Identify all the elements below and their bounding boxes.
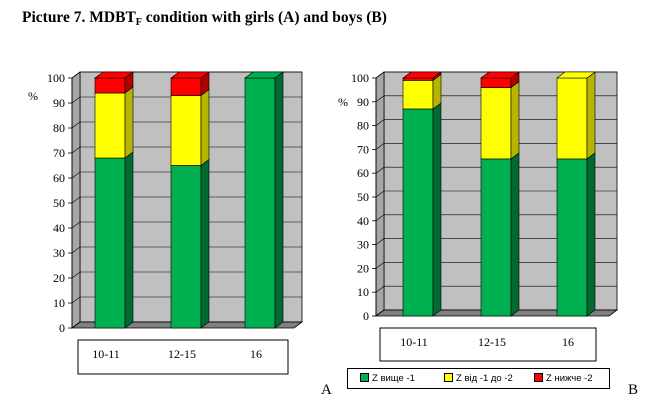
bar-10-11-2 bbox=[402, 77, 434, 81]
bar-side-12-15-1 bbox=[510, 80, 520, 160]
gridline bbox=[71, 246, 302, 254]
gridline bbox=[71, 196, 302, 204]
y-tick-label: 80 bbox=[53, 121, 65, 135]
legend-item-between: Z від -1 до -2 bbox=[444, 373, 513, 384]
bar-16-0 bbox=[244, 77, 276, 329]
bar-top-12-15 bbox=[170, 71, 210, 79]
gridline bbox=[375, 285, 617, 293]
y-tick-label: 70 bbox=[53, 146, 65, 160]
gridline bbox=[375, 71, 617, 79]
y-axis-label: % bbox=[338, 95, 348, 109]
y-tick-label: 90 bbox=[357, 95, 369, 109]
gridline bbox=[375, 214, 617, 222]
chart-panel-a: 0 10 20 30 40 50 60 70 80 90 100% 10-11 12-15 16 bbox=[28, 71, 304, 375]
x-tick-label: 12-15 bbox=[478, 335, 506, 349]
bar-16-0 bbox=[556, 158, 588, 317]
bar-side-10-11-0 bbox=[124, 151, 134, 329]
bar-side-10-11-1 bbox=[124, 86, 134, 159]
gridline bbox=[375, 119, 617, 126]
bar-top-16 bbox=[244, 71, 284, 79]
bar-12-15-1 bbox=[480, 87, 512, 160]
gridline bbox=[71, 171, 302, 179]
legend-item-above: Z вище -1 bbox=[360, 373, 415, 384]
x-tick-label: 16 bbox=[250, 347, 262, 361]
gridline bbox=[375, 309, 617, 317]
bar-top-16 bbox=[556, 71, 596, 79]
y-tick-label: 0 bbox=[363, 309, 369, 323]
bar-side-12-15-0 bbox=[510, 152, 520, 317]
y-tick-label: 0 bbox=[59, 321, 65, 335]
y-tick-label: 20 bbox=[53, 271, 65, 285]
bar-side-16-0 bbox=[586, 152, 596, 317]
chart-panel-b: 0 10 20 30 40 50 60 70 80 90 100% 10-11 12-15 16 bbox=[338, 71, 619, 362]
y-tick-label: 70 bbox=[357, 142, 369, 156]
category-axis-frame bbox=[77, 339, 289, 375]
y-axis-label: % bbox=[28, 89, 38, 103]
y-tick-label: 30 bbox=[53, 246, 65, 260]
bar-top-10-11 bbox=[402, 71, 442, 79]
y-tick-label: 10 bbox=[357, 285, 369, 299]
bar-10-11-2 bbox=[94, 77, 126, 94]
bar-side-16-1 bbox=[586, 71, 596, 160]
gridline bbox=[71, 96, 302, 104]
x-tick-label: 10-11 bbox=[92, 347, 120, 361]
y-tick-label: 30 bbox=[357, 238, 369, 252]
bar-10-11-0 bbox=[94, 157, 126, 329]
legend-item-below: Z нижче -2 bbox=[534, 373, 593, 384]
panel-label-b: B bbox=[628, 382, 639, 398]
bar-12-15-1 bbox=[170, 95, 202, 166]
gridline bbox=[71, 271, 302, 279]
category-axis-frame bbox=[379, 327, 597, 362]
gridline bbox=[375, 190, 617, 198]
y-tick-label: 80 bbox=[357, 119, 369, 133]
y-tick-label: 40 bbox=[357, 214, 369, 228]
gridline bbox=[71, 296, 302, 304]
gridline bbox=[375, 262, 617, 269]
y-tick-label: 40 bbox=[53, 221, 65, 235]
gridline bbox=[375, 143, 617, 150]
bar-16-1 bbox=[556, 77, 588, 160]
y-tick-label: 60 bbox=[357, 166, 369, 180]
bar-10-11-1 bbox=[94, 92, 126, 159]
bar-side-10-11-0 bbox=[432, 102, 442, 317]
legend-swatch-green bbox=[360, 373, 369, 382]
bar-side-12-15-1 bbox=[200, 88, 210, 167]
bar-top-12-15 bbox=[480, 71, 520, 79]
gridline bbox=[71, 121, 302, 129]
bar-12-15-0 bbox=[480, 158, 512, 317]
bar-top-10-11 bbox=[94, 71, 134, 79]
y-tick-label: 10 bbox=[53, 296, 65, 310]
legend-swatch-yellow bbox=[444, 373, 453, 382]
y-tick-label: 60 bbox=[53, 171, 65, 185]
gridline bbox=[71, 321, 302, 329]
y-tick-label: 100 bbox=[351, 71, 369, 85]
legend-swatch-red bbox=[534, 373, 543, 382]
bar-12-15-2 bbox=[480, 77, 512, 88]
y-tick-label: 50 bbox=[357, 190, 369, 204]
gridline bbox=[375, 95, 617, 103]
gridline bbox=[71, 71, 302, 79]
bar-10-11-0 bbox=[402, 108, 434, 317]
y-tick-label: 20 bbox=[357, 261, 369, 275]
panel-label-a: A bbox=[321, 382, 332, 398]
gridline bbox=[375, 166, 617, 174]
x-tick-label: 10-11 bbox=[400, 335, 428, 349]
y-tick-label: 90 bbox=[53, 96, 65, 110]
y-tick-label: 100 bbox=[47, 71, 65, 85]
chart-title: Picture 7. MDBTF condition with girls (A… bbox=[22, 9, 387, 28]
bar-12-15-0 bbox=[170, 165, 202, 329]
x-tick-label: 16 bbox=[562, 335, 574, 349]
bar-10-11-1 bbox=[402, 80, 434, 110]
gridline bbox=[71, 146, 302, 154]
bar-12-15-2 bbox=[170, 77, 202, 96]
x-tick-label: 12-15 bbox=[168, 347, 196, 361]
gridline bbox=[71, 221, 302, 229]
bar-side-16-0 bbox=[274, 71, 284, 329]
bar-side-12-15-0 bbox=[200, 158, 210, 329]
gridline bbox=[375, 238, 617, 245]
y-tick-label: 50 bbox=[53, 196, 65, 210]
legend: Z вище -1 Z від -1 до -2 Z нижче -2 bbox=[347, 368, 610, 389]
